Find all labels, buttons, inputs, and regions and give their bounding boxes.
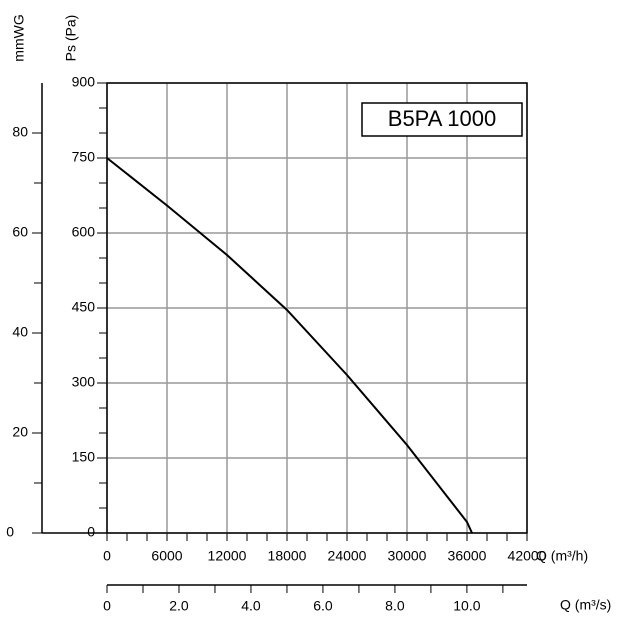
- x-tick-label: 30000: [388, 548, 427, 564]
- curve: [106, 157, 473, 534]
- x2-tick-label: 8.0: [385, 598, 405, 614]
- y2-tick-label: 60: [12, 224, 28, 240]
- annotation: B5PA 1000: [388, 106, 496, 131]
- x2-tick-label: 10.0: [453, 598, 480, 614]
- x-tick-label: 36000: [448, 548, 487, 564]
- y2-tick-label: 20: [12, 424, 28, 440]
- y-tick-label: 300: [72, 374, 96, 390]
- y-axis-label: Ps (Pa): [63, 15, 79, 62]
- y-tick-label: 750: [72, 149, 96, 165]
- y-tick-label: 150: [72, 449, 96, 465]
- y2-tick-label: 40: [12, 324, 28, 340]
- x2-tick-label: 2.0: [169, 598, 189, 614]
- y2-tick-label: 0: [6, 524, 14, 540]
- x-tick-label: 18000: [268, 548, 307, 564]
- y-tick-label: 600: [72, 224, 96, 240]
- x2-tick-label: 4.0: [241, 598, 261, 614]
- x-tick-label: 0: [103, 548, 111, 564]
- x-tick-label: 42000: [508, 548, 547, 564]
- x2-axis-label: Q (m³/s): [560, 597, 611, 613]
- y2-axis-label: mmWG: [11, 14, 27, 61]
- x-axis-label: Q (m³/h): [536, 548, 588, 564]
- y-tick-label: 0: [87, 524, 95, 540]
- y-tick-label: 450: [72, 299, 96, 315]
- plot-frame: [106, 82, 528, 534]
- annotation-box: [361, 102, 523, 137]
- x2-tick-label: 0: [103, 598, 111, 614]
- x-tick-label: 6000: [151, 548, 182, 564]
- x2-tick-label: 6.0: [313, 598, 333, 614]
- y-tick-label: 900: [72, 74, 96, 90]
- y2-tick-label: 80: [12, 124, 28, 140]
- x-tick-label: 12000: [208, 548, 247, 564]
- x-tick-label: 24000: [328, 548, 367, 564]
